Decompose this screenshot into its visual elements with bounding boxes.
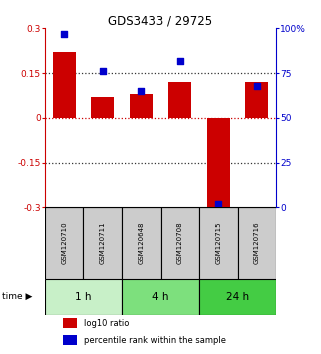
Text: time ▶: time ▶ (2, 292, 32, 301)
Text: GSM120710: GSM120710 (61, 222, 67, 264)
Point (254, 83, 259, 88)
Point (62, 31, 67, 36)
Text: GSM120715: GSM120715 (215, 222, 221, 264)
Text: log10 ratio: log10 ratio (84, 319, 130, 328)
Bar (245, 82, 268, 118)
Bar (122, 207, 160, 279)
Point (216, 201, 221, 206)
Bar (64, 318, 77, 328)
Title: GDS3433 / 29725: GDS3433 / 29725 (108, 14, 213, 27)
Text: GSM120708: GSM120708 (177, 222, 183, 264)
Point (177, 58, 182, 63)
Text: 4 h: 4 h (152, 292, 169, 302)
Point (100, 68, 105, 74)
Bar (199, 279, 276, 315)
Bar (207, 118, 230, 209)
Bar (130, 94, 153, 118)
Text: GSM120716: GSM120716 (254, 222, 260, 264)
Point (139, 88, 144, 94)
Bar (64, 335, 77, 345)
Bar (160, 207, 199, 279)
Bar (199, 207, 238, 279)
Bar (238, 207, 276, 279)
Bar (53, 52, 76, 118)
Bar (45, 279, 122, 315)
Bar (168, 82, 191, 118)
Text: percentile rank within the sample: percentile rank within the sample (84, 336, 226, 344)
Text: 1 h: 1 h (75, 292, 92, 302)
Bar (83, 207, 122, 279)
Bar (45, 207, 83, 279)
Bar (91, 97, 114, 118)
Text: GSM120648: GSM120648 (138, 222, 144, 264)
Text: 24 h: 24 h (226, 292, 249, 302)
Text: GSM120711: GSM120711 (100, 222, 106, 264)
Bar (122, 279, 199, 315)
